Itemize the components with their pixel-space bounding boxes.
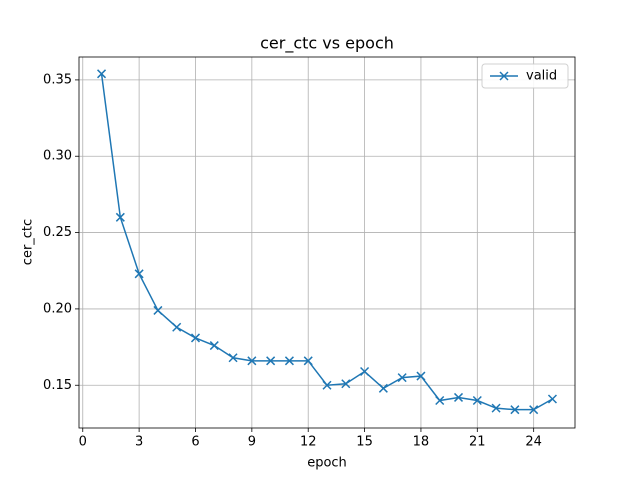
x-tick-label: 12 — [300, 435, 317, 450]
marker — [453, 392, 464, 402]
legend: valid — [481, 63, 569, 89]
marker-shape — [529, 405, 539, 415]
legend-label: valid — [526, 69, 557, 84]
marker — [472, 395, 482, 406]
marker — [547, 394, 557, 404]
marker-shape — [416, 371, 426, 381]
x-tick-label: 21 — [469, 435, 486, 450]
marker — [303, 356, 313, 366]
marker — [153, 305, 163, 315]
legend-box — [481, 63, 569, 89]
marker — [228, 353, 238, 363]
chart-title: cer_ctc vs epoch — [260, 34, 394, 54]
marker-shape — [284, 356, 294, 366]
marker — [209, 341, 219, 351]
marker — [435, 395, 445, 406]
x-tick-label: 0 — [79, 435, 87, 450]
x-tick-label: 6 — [191, 435, 199, 450]
y-tick-label: 0.20 — [43, 301, 72, 316]
marker — [416, 371, 426, 381]
y-axis-label: cer_ctc — [21, 219, 36, 265]
marker-shape — [266, 356, 276, 366]
plot-frame — [78, 56, 576, 429]
marker-shape — [172, 322, 182, 332]
marker-shape — [134, 269, 144, 279]
marker-shape — [472, 395, 482, 406]
marker — [397, 373, 407, 383]
y-tick-label: 0.15 — [43, 378, 72, 393]
marker — [341, 379, 351, 389]
marker-shape — [491, 403, 501, 413]
x-tick-label: 9 — [248, 435, 256, 450]
marker — [115, 212, 125, 222]
marker-shape — [115, 212, 125, 222]
marker-shape — [547, 394, 557, 404]
x-tick-label: 18 — [413, 435, 430, 450]
marker-shape — [190, 333, 201, 343]
marker — [97, 69, 107, 79]
marker — [529, 405, 539, 415]
marker — [510, 405, 520, 415]
marker-shape — [322, 380, 332, 390]
marker-shape — [435, 395, 445, 406]
x-tick-label: 3 — [135, 435, 143, 450]
y-tick-label: 0.25 — [43, 225, 72, 240]
marker-shape — [360, 366, 370, 377]
marker-shape — [378, 383, 388, 393]
x-tick-label: 15 — [356, 435, 373, 450]
marker-shape — [453, 392, 464, 402]
marker-shape — [510, 405, 520, 415]
x-tick-label: 24 — [525, 435, 542, 450]
marker — [378, 383, 388, 393]
marker — [190, 333, 201, 343]
marker — [247, 356, 257, 366]
marker-shape — [209, 341, 219, 351]
marker — [360, 366, 370, 377]
marker-shape — [228, 353, 238, 363]
marker — [284, 356, 294, 366]
legend-marker — [499, 71, 509, 81]
marker-shape — [247, 356, 257, 366]
marker-shape — [341, 379, 351, 389]
marker — [266, 356, 276, 366]
marker — [491, 403, 501, 413]
x-axis-label: epoch — [307, 456, 347, 471]
marker — [172, 322, 182, 332]
y-tick-label: 0.30 — [43, 149, 72, 164]
marker — [322, 380, 332, 390]
marker — [134, 269, 144, 279]
marker-shape — [97, 69, 107, 79]
marker-shape — [303, 356, 313, 366]
y-tick-label: 0.35 — [43, 72, 72, 87]
marker-shape — [397, 373, 407, 383]
marker-shape — [153, 305, 163, 315]
